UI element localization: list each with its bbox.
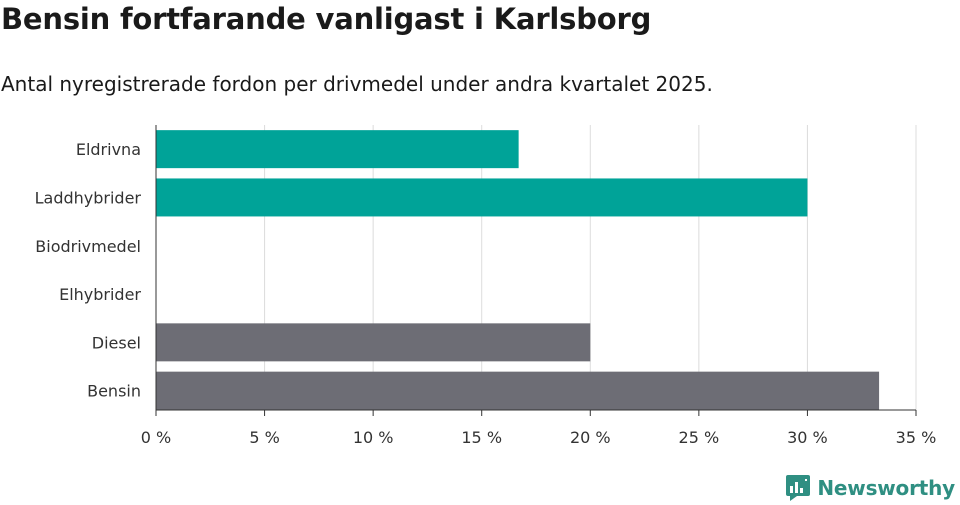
x-tick-label: 20 % — [570, 428, 611, 447]
brand-name: Newsworthy — [817, 476, 955, 500]
newsworthy-logo-icon — [786, 475, 811, 501]
bar-laddhybrider — [156, 178, 808, 217]
category-label: Diesel — [92, 333, 141, 352]
category-label: Bensin — [87, 382, 141, 401]
category-label: Laddhybrider — [35, 188, 142, 207]
x-tick-label: 30 % — [787, 428, 828, 447]
chart-title: Bensin fortfarande vanligast i Karlsborg — [1, 2, 652, 36]
x-tick-label: 25 % — [679, 428, 720, 447]
x-tick-label: 5 % — [249, 428, 279, 447]
bar-eldrivna — [156, 130, 519, 169]
bar-bensin — [156, 371, 880, 410]
category-label: Biodrivmedel — [35, 237, 141, 256]
x-tick-label: 10 % — [353, 428, 394, 447]
bar-diesel — [156, 323, 591, 362]
x-tick-label: 15 % — [461, 428, 502, 447]
x-tick-label: 35 % — [896, 428, 937, 447]
x-tick-label: 0 % — [141, 428, 171, 447]
category-label: Eldrivna — [76, 140, 141, 159]
brand-logo: Newsworthy — [785, 474, 955, 502]
chart-subtitle: Antal nyregistrerade fordon per drivmede… — [1, 72, 713, 96]
category-label: Elhybrider — [59, 285, 141, 304]
